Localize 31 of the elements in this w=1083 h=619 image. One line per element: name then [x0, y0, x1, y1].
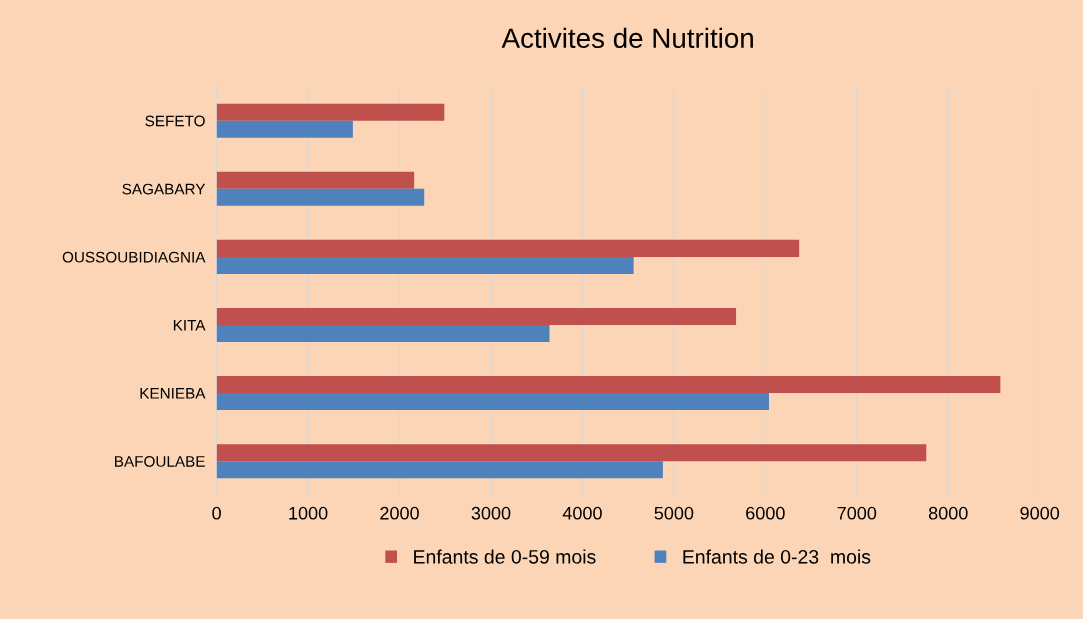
bar — [216, 393, 769, 411]
y-tick-label: SEFETO — [145, 115, 205, 127]
y-tick-label: KENIEBA — [140, 388, 206, 399]
bar — [216, 324, 550, 342]
y-tick-label: SAGABARY — [122, 183, 206, 195]
x-tick-label: 9000 — [1020, 506, 1060, 520]
bar — [216, 188, 425, 206]
y-tick-label: OUSSOUBIDIAGNIA — [62, 251, 206, 263]
bar — [216, 171, 415, 189]
x-tick-label: 2000 — [380, 506, 419, 520]
x-tick-label: 0 — [212, 506, 221, 520]
y-tick-label: BAFOULABE — [115, 456, 205, 467]
bar — [216, 461, 663, 479]
bar — [216, 444, 927, 462]
bar — [216, 120, 353, 138]
x-tick-label: 6000 — [746, 506, 785, 520]
legend-label: Enfants de 0-23 mois — [683, 549, 871, 564]
bar — [216, 376, 1001, 394]
chart-title: Activites de Nutrition — [501, 27, 753, 49]
bar — [216, 256, 634, 274]
x-tick-label: 7000 — [837, 506, 877, 520]
y-tick-label: KITA — [173, 320, 206, 331]
x-tick-label: 3000 — [471, 506, 511, 520]
x-tick-label: 5000 — [654, 506, 694, 520]
legend-label: Enfants de 0-59 mois — [414, 549, 596, 564]
x-tick-label: 4000 — [562, 506, 602, 520]
x-tick-label: 8000 — [928, 506, 968, 520]
bar — [216, 239, 800, 257]
bar — [216, 307, 737, 325]
x-tick-label: 1000 — [289, 506, 328, 520]
bar — [216, 103, 445, 121]
